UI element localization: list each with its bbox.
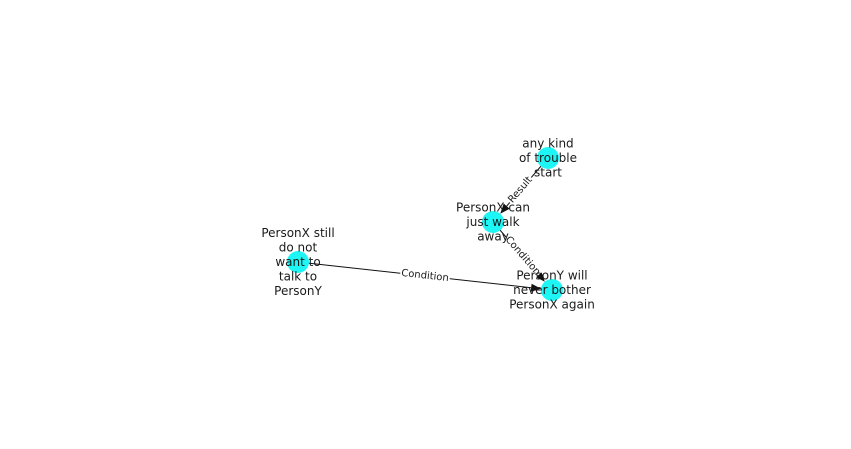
node-bother <box>541 279 563 301</box>
node-labels-layer: any kind of trouble start PersonX can just w… <box>261 137 594 312</box>
node-trouble <box>537 147 559 169</box>
node-still <box>287 251 309 273</box>
edge-label-bg <box>399 267 451 285</box>
arrowhead-icon <box>535 271 545 282</box>
node-label-bother: PersonY will never bother PersonX again <box>509 269 595 312</box>
node-label-line: PersonX again <box>509 298 595 312</box>
node-label-line: any kind <box>522 137 573 151</box>
node-label-walk: PersonX can just walk away <box>456 201 530 244</box>
node-label-line: away <box>477 230 509 244</box>
nodes-layer <box>287 147 563 301</box>
node-label-line: PersonX can <box>456 201 530 215</box>
node-label-line: just walk <box>465 215 519 229</box>
node-label-line: PersonY will <box>516 269 587 283</box>
edge-label-bg <box>502 233 543 279</box>
edge-label-group: Condition <box>399 267 451 285</box>
edge-label: Condition <box>401 268 450 284</box>
node-label-line: of trouble <box>519 151 577 165</box>
node-label-line: do not <box>279 241 318 255</box>
node-label-line: start <box>534 166 562 180</box>
arrowhead-icon <box>500 203 510 214</box>
node-label-line: talk to <box>279 270 317 284</box>
node-label-trouble: any kind of trouble start <box>519 137 577 180</box>
node-label-line: PersonY <box>274 284 322 298</box>
edge-still-bother: Condition <box>297 261 542 292</box>
node-label-line: want to <box>275 255 320 269</box>
node-label-line: PersonX still <box>261 226 334 240</box>
node-walk <box>482 211 504 233</box>
edge-label-bg <box>505 173 536 207</box>
arrowhead-icon <box>530 283 542 292</box>
node-label-still: PersonX still do not want to talk to PersonY <box>261 226 334 298</box>
node-label-line: never bother <box>513 283 591 297</box>
